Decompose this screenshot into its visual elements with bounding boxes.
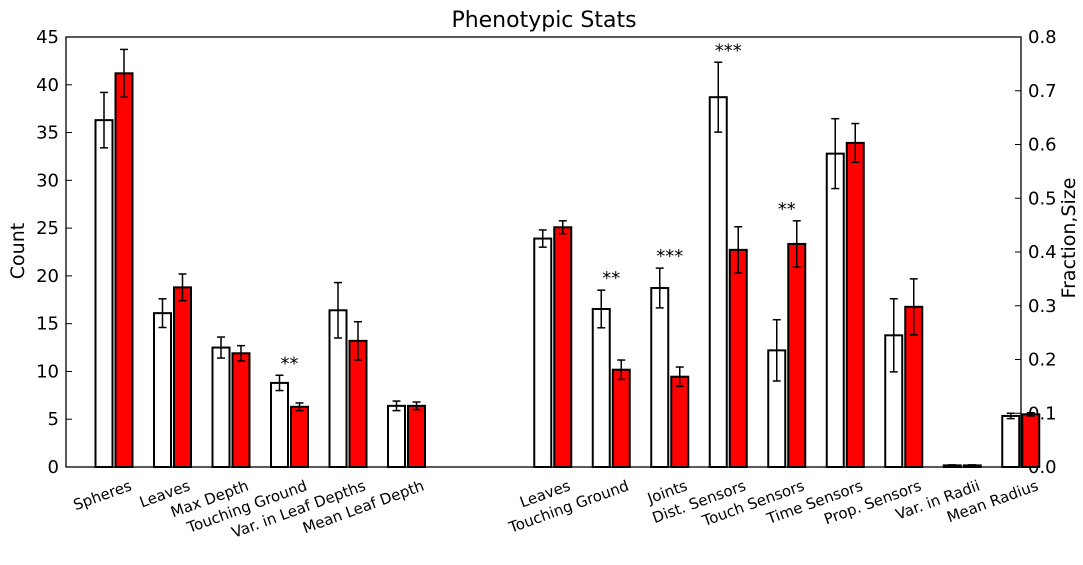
bar-series2 <box>553 226 573 468</box>
significance-marker: ** <box>281 353 299 374</box>
right-tick-label: 0.2 <box>1028 350 1057 371</box>
plot-area: 0510152025303540450.00.10.20.30.40.50.60… <box>36 27 1057 542</box>
right-tick-label: 0.6 <box>1028 135 1057 156</box>
significance-marker: *** <box>715 40 742 61</box>
left-tick-label: 30 <box>36 170 59 191</box>
bar-series1 <box>650 287 670 469</box>
bar-series1 <box>387 404 406 469</box>
bar-series1 <box>825 152 845 468</box>
right-tick-label: 0.8 <box>1028 27 1057 48</box>
bar-series2 <box>231 352 251 468</box>
bar-series1 <box>533 237 553 468</box>
left-tick-label: 25 <box>36 218 59 239</box>
left-tick-label: 10 <box>36 361 59 382</box>
bar-series1 <box>153 312 172 468</box>
left-tick-label: 45 <box>36 27 59 48</box>
bar-series2 <box>1021 413 1041 469</box>
bar-series2 <box>114 72 134 469</box>
significance-marker: *** <box>656 246 683 267</box>
bar-series2 <box>407 404 426 469</box>
right-tick-label: 0.7 <box>1028 81 1057 102</box>
left-tick-label: 40 <box>36 75 59 96</box>
bar-series2 <box>670 375 690 469</box>
bar-series2 <box>728 248 748 468</box>
left-tick-label: 20 <box>36 266 59 287</box>
right-axis-label: Fraction,Size <box>1058 178 1080 299</box>
bar-series1 <box>591 307 611 468</box>
bar-series1 <box>211 346 231 468</box>
left-tick-label: 35 <box>36 123 59 144</box>
left-axis-label: Count <box>7 223 29 279</box>
bar-series2 <box>173 286 192 468</box>
bar-series1 <box>1001 414 1021 468</box>
significance-marker: ** <box>602 268 620 289</box>
left-tick-label: 0 <box>48 457 59 478</box>
bar-series2 <box>290 405 309 468</box>
bar-series2 <box>845 141 865 468</box>
bar-series2 <box>611 368 631 468</box>
bar-series1 <box>94 119 114 468</box>
chart-title: Phenotypic Stats <box>451 8 636 33</box>
bar-series1 <box>708 96 728 468</box>
significance-marker: ** <box>778 199 796 220</box>
right-tick-label: 0.3 <box>1028 296 1057 317</box>
bar-series2 <box>787 242 807 468</box>
category-label: Spheres <box>71 476 134 514</box>
left-tick-label: 15 <box>36 314 59 335</box>
right-tick-label: 0.4 <box>1028 242 1057 263</box>
right-tick-label: 0.5 <box>1028 188 1057 209</box>
left-tick-label: 5 <box>48 409 59 430</box>
bar-series1 <box>270 381 289 468</box>
